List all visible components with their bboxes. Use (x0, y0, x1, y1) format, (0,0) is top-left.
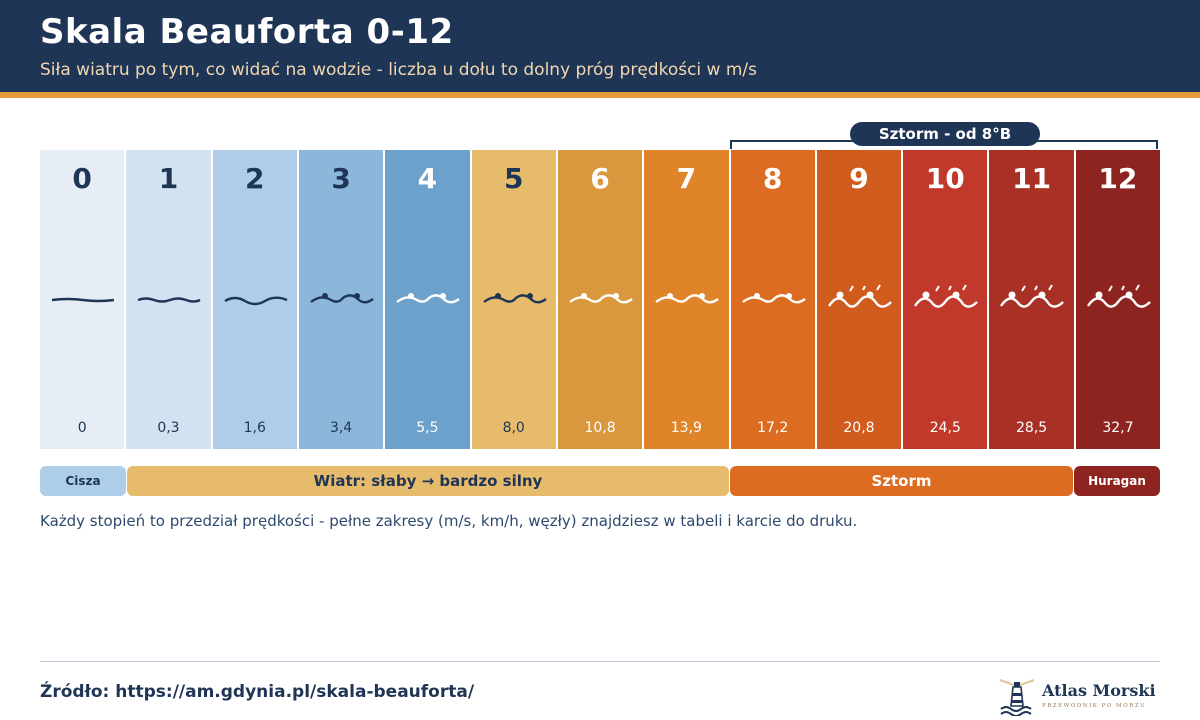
wave-icon (569, 293, 633, 304)
beaufort-column-6: 6 10,8 (557, 150, 645, 449)
beaufort-column-12: 12 32,7 (1075, 150, 1161, 449)
beaufort-degree: 2 (245, 162, 265, 195)
page-title: Skala Beauforta 0-12 (40, 12, 454, 52)
beaufort-degree: 7 (676, 162, 697, 195)
beaufort-column-10: 10 24,5 (903, 150, 990, 449)
beaufort-scale-row: 0 0 1 0,3 2 1,6 3 3,4 4 5,5 5 8,0 6 10,8… (40, 150, 1161, 449)
beaufort-speed: 20,8 (843, 420, 875, 436)
beaufort-speed: 13,9 (670, 420, 702, 436)
beaufort-column-7: 7 13,9 (644, 150, 731, 449)
scale-note: Każdy stopień to przedział prędkości - p… (40, 512, 858, 530)
storm-callout-badge: Sztorm - od 8°B (850, 122, 1040, 146)
beaufort-column-1: 1 0,3 (126, 150, 213, 449)
source-link[interactable]: Źródło: https://am.gdynia.pl/skala-beauf… (40, 682, 475, 702)
header-accent-line (0, 92, 1200, 98)
beaufort-column-2: 2 1,6 (212, 150, 299, 449)
atlas-morski-logo: Atlas Morski PRZEWODNIK PO MORZU (998, 676, 1158, 717)
beaufort-column-3: 3 3,4 (298, 150, 386, 449)
beaufort-degree: 0 (72, 162, 92, 195)
wave-icon (1086, 284, 1151, 308)
beaufort-speed: 24,5 (929, 420, 961, 436)
wave-icon (827, 284, 892, 308)
logo-name: Atlas Morski (1042, 681, 1156, 700)
category-wind: Wiatr: słaby → bardzo silny (127, 466, 729, 496)
beaufort-speed: 3,4 (329, 420, 353, 436)
wave-icon (396, 293, 460, 304)
beaufort-speed: 8,0 (502, 420, 525, 436)
category-storm: Sztorm (730, 466, 1073, 496)
beaufort-speed: 10,8 (584, 420, 616, 436)
beaufort-speed: 1,6 (243, 420, 266, 436)
wave-icon (310, 293, 374, 304)
beaufort-degree: 8 (762, 162, 783, 195)
beaufort-column-0: 0 0 (40, 150, 127, 449)
wave-icon (51, 297, 115, 303)
beaufort-degree: 4 (417, 162, 438, 195)
wave-icon (1000, 284, 1065, 308)
beaufort-degree: 10 (925, 162, 965, 195)
beaufort-degree: 11 (1012, 162, 1052, 195)
beaufort-degree: 12 (1098, 162, 1138, 195)
beaufort-speed: 28,5 (1016, 420, 1048, 436)
beaufort-column-5: 5 8,0 (471, 150, 558, 449)
category-hurricane: Huragan (1074, 466, 1160, 496)
lighthouse-icon (999, 679, 1035, 717)
wave-icon (655, 293, 719, 304)
wave-icon (914, 284, 978, 308)
beaufort-speed: 5,5 (416, 420, 439, 436)
beaufort-degree: 6 (590, 162, 610, 195)
beaufort-speed: 0 (77, 420, 87, 436)
beaufort-speed: 0,3 (157, 420, 180, 436)
beaufort-degree: 9 (849, 162, 869, 195)
wave-icon (482, 293, 547, 304)
wave-icon (137, 297, 201, 303)
beaufort-column-11: 11 28,5 (989, 150, 1076, 449)
footer-divider (40, 661, 1160, 662)
page-subtitle: Siła wiatru po tym, co widać na wodzie -… (40, 60, 757, 80)
category-calm: Cisza (40, 466, 126, 496)
beaufort-speed: 17,2 (757, 420, 789, 436)
beaufort-column-4: 4 5,5 (385, 150, 472, 449)
header-bar: Skala Beauforta 0-12 Siła wiatru po tym,… (0, 0, 1200, 92)
beaufort-degree: 3 (331, 162, 351, 195)
wave-icon (224, 296, 288, 306)
logo-tagline: PRZEWODNIK PO MORZU (1042, 703, 1147, 709)
beaufort-speed: 32,7 (1102, 420, 1134, 436)
beaufort-degree: 5 (503, 162, 524, 195)
beaufort-column-8: 8 17,2 (730, 150, 817, 449)
wave-icon (741, 293, 806, 304)
beaufort-column-9: 9 20,8 (816, 150, 904, 449)
beaufort-degree: 1 (158, 162, 179, 195)
